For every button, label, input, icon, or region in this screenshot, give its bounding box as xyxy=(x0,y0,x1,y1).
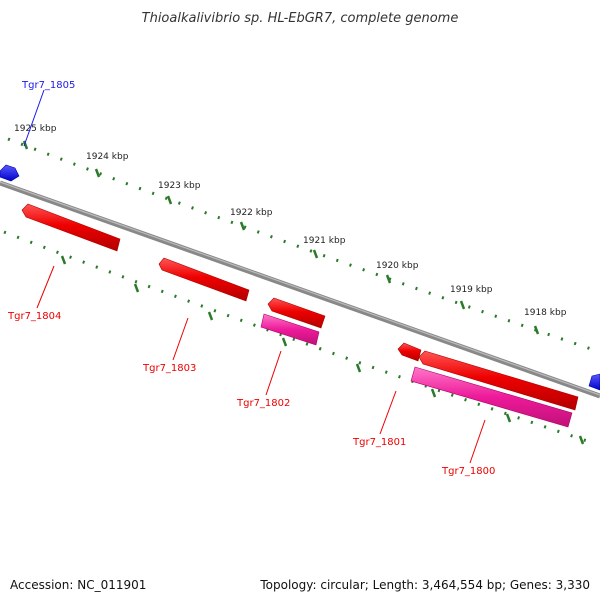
scale-label-1918: 1918 kbp xyxy=(524,308,567,318)
outer-tick-ring xyxy=(7,137,600,354)
gene-tgr7-1800-arrow[interactable] xyxy=(418,350,579,411)
scale-label-1922: 1922 kbp xyxy=(230,208,273,218)
gene-labels: Tgr7_1805 Tgr7_1804 Tgr7_1803 Tgr7_1802 … xyxy=(7,80,495,477)
scale-label-1925: 1925 kbp xyxy=(14,124,57,134)
gene-label-tgr7-1804[interactable]: Tgr7_1804 xyxy=(7,311,61,322)
gene-tgr7-1805-arrow[interactable] xyxy=(0,164,20,182)
cds-tgr7-1800[interactable] xyxy=(410,366,573,428)
gene-right-edge-arrow[interactable] xyxy=(588,373,600,391)
gene-label-tgr7-1801[interactable]: Tgr7_1801 xyxy=(352,437,406,448)
scale-label-1921: 1921 kbp xyxy=(303,236,346,246)
inner-major-tick-6 xyxy=(430,388,437,398)
accession-text: Accession: NC_011901 xyxy=(10,578,147,592)
major-tick-1923 xyxy=(166,195,173,205)
inner-major-tick-1 xyxy=(60,255,67,265)
forward-genes xyxy=(0,164,600,391)
inner-major-tick-5 xyxy=(355,363,362,373)
leader-tgr7-1804 xyxy=(36,265,55,309)
major-tick-1921 xyxy=(312,249,319,259)
gene-tgr7-1803-arrow[interactable] xyxy=(158,257,250,302)
cds-features xyxy=(260,313,573,428)
gene-tgr7-1802-arrow[interactable] xyxy=(267,297,326,329)
gene-tgr7-1804-arrow[interactable] xyxy=(21,203,121,252)
inner-major-tick-7 xyxy=(505,413,512,423)
gene-label-tgr7-1802[interactable]: Tgr7_1802 xyxy=(236,398,290,409)
major-tick-1924 xyxy=(94,168,101,178)
gene-label-tgr7-1803[interactable]: Tgr7_1803 xyxy=(142,363,196,374)
leader-tgr7-1803 xyxy=(172,317,189,361)
leader-tgr7-1800 xyxy=(469,419,486,464)
leader-lines xyxy=(23,89,486,464)
major-tick-1920 xyxy=(385,274,392,284)
genome-backbone-highlight xyxy=(0,181,600,396)
inner-major-tick-3 xyxy=(207,311,214,321)
scale-labels: 1925 kbp 1924 kbp 1923 kbp 1922 kbp 1921… xyxy=(14,124,567,318)
scale-label-1924: 1924 kbp xyxy=(86,152,129,162)
leader-tgr7-1805 xyxy=(23,89,45,147)
inner-major-tick-2 xyxy=(133,283,140,293)
major-tick-1918 xyxy=(533,325,540,335)
major-tick-1925 xyxy=(22,140,29,150)
scale-label-1923: 1923 kbp xyxy=(158,181,201,191)
genome-backbone xyxy=(0,180,600,399)
scale-label-1920: 1920 kbp xyxy=(376,261,419,271)
leader-tgr7-1801 xyxy=(379,390,397,435)
gene-label-tgr7-1800[interactable]: Tgr7_1800 xyxy=(441,466,495,477)
cds-tgr7-1802[interactable] xyxy=(260,313,320,346)
scale-label-1919: 1919 kbp xyxy=(450,285,493,295)
map-title: Thioalkalivibrio sp. HL-EbGR7, complete … xyxy=(142,11,459,26)
inner-major-tick-8 xyxy=(578,435,585,445)
gene-tgr7-1801-arrow[interactable] xyxy=(397,342,422,362)
inner-major-tick-4 xyxy=(281,337,288,347)
inner-tick-ring xyxy=(3,230,591,445)
major-tick-1919 xyxy=(459,300,466,310)
reverse-genes xyxy=(21,203,579,411)
major-tick-1922 xyxy=(239,221,246,231)
leader-tgr7-1802 xyxy=(265,350,282,396)
genome-summary-text: Topology: circular; Length: 3,464,554 bp… xyxy=(260,578,590,592)
gene-label-tgr7-1805[interactable]: Tgr7_1805 xyxy=(21,80,75,91)
